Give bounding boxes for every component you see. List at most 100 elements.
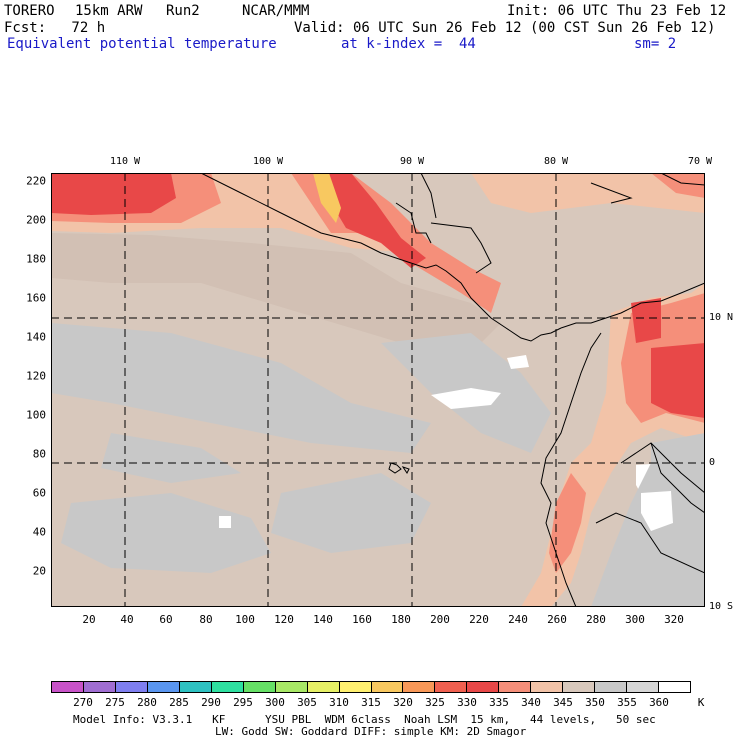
run-label: Run2	[166, 3, 200, 19]
colorbar-swatch	[531, 682, 564, 692]
colorbar-swatch	[307, 682, 340, 692]
white-patch-2	[507, 355, 529, 369]
colorbar-swatch	[147, 682, 180, 692]
white-patch-1	[431, 388, 501, 409]
org-label: NCAR/MMM	[242, 3, 310, 19]
x-tick: 40	[120, 613, 134, 626]
lon-label-90w: 90 W	[399, 156, 425, 167]
colorbar-label: 340	[521, 696, 541, 709]
cool-patch-2	[61, 493, 271, 573]
map-frame	[51, 173, 705, 607]
init-time: Init: 06 UTC Thu 23 Feb 12	[507, 3, 727, 19]
colorbar-label: 320	[393, 696, 413, 709]
x-tick: 300	[625, 613, 645, 626]
x-tick: 200	[430, 613, 450, 626]
colorbar-label: 330	[457, 696, 477, 709]
colorbar-swatch	[52, 682, 84, 692]
x-tick: 160	[352, 613, 372, 626]
y-tick: 180	[26, 252, 46, 266]
colorbar-label: 335	[489, 696, 509, 709]
lon-label-110w: 110 W	[109, 156, 141, 167]
lon-label-70w: 70 W	[687, 156, 713, 167]
hot-south-america-core	[651, 343, 705, 418]
colorbar-unit: K	[697, 696, 705, 709]
field-band-north	[51, 233, 501, 353]
x-tick: 80	[199, 613, 213, 626]
x-tick: 20	[82, 613, 96, 626]
colorbar-label: 350	[585, 696, 605, 709]
forecast-hour: Fcst: 72 h	[4, 20, 106, 36]
lat-label-10n: 10 N	[709, 312, 734, 323]
colorbar-label: 270	[73, 696, 93, 709]
latlon-grid	[51, 173, 705, 607]
colorbar-swatch	[403, 682, 436, 692]
valid-time: Valid: 06 UTC Sun 26 Feb 12 (00 CST Sun …	[294, 20, 716, 36]
colorbar-label: 325	[425, 696, 445, 709]
colorbar-swatch	[563, 682, 596, 692]
model-name: TORERO	[4, 3, 55, 19]
lon-label-80w: 80 W	[543, 156, 569, 167]
y-tick: 80	[32, 447, 46, 461]
white-amazon	[641, 491, 673, 531]
y-tick: 220	[26, 174, 46, 188]
y-tick: 120	[26, 369, 46, 383]
colorbar-swatch	[467, 682, 500, 692]
x-tick: 220	[469, 613, 489, 626]
colorbar-label: 360	[649, 696, 669, 709]
white-patch-3	[219, 516, 231, 528]
level-label: at k-index = 44	[341, 36, 476, 52]
colorbar-label: 315	[361, 696, 381, 709]
colorbar-swatch	[275, 682, 308, 692]
y-tick: 40	[32, 525, 46, 539]
x-tick: 180	[391, 613, 411, 626]
physics-info: LW: Godd SW: Goddard DIFF: simple KM: 2D…	[215, 725, 527, 738]
cool-patch-1	[51, 323, 431, 453]
lat-label-0: 0	[709, 457, 716, 468]
colorbar-swatch	[115, 682, 148, 692]
colorbar-label: 280	[137, 696, 157, 709]
warm-caribbean	[471, 173, 705, 213]
theta-e-map	[51, 173, 705, 607]
x-tick: 260	[547, 613, 567, 626]
y-tick: 20	[32, 564, 46, 578]
colorbar-label: 355	[617, 696, 637, 709]
colorbar-swatch	[595, 682, 628, 692]
x-tick: 240	[508, 613, 528, 626]
lat-label-10s: 10 S	[709, 601, 734, 612]
field-name: Equivalent potential temperature	[7, 36, 277, 52]
hot-andes-north	[631, 298, 661, 343]
colorbar-swatch	[339, 682, 372, 692]
colorbar-swatch	[83, 682, 116, 692]
coastlines	[200, 173, 705, 607]
colorbar	[51, 681, 691, 693]
x-tick: 120	[274, 613, 294, 626]
colorbar-swatch	[211, 682, 244, 692]
y-tick: 160	[26, 291, 46, 305]
cool-patch-4	[271, 473, 431, 553]
colorbar-swatch	[243, 682, 276, 692]
smoothing-label: sm= 2	[634, 36, 677, 52]
y-tick: 100	[26, 408, 46, 422]
warm-peru-coast	[549, 473, 586, 573]
y-tick: 200	[26, 213, 46, 227]
colorbar-label: 295	[233, 696, 253, 709]
x-tick: 320	[664, 613, 684, 626]
model-resolution: 15km ARW	[75, 3, 143, 19]
colorbar-swatch	[179, 682, 212, 692]
colorbar-swatch	[499, 682, 532, 692]
colorbar-label: 345	[553, 696, 573, 709]
colorbar-swatch	[371, 682, 404, 692]
colorbar-label: 305	[297, 696, 317, 709]
x-tick: 140	[313, 613, 333, 626]
x-tick: 60	[159, 613, 173, 626]
hot-band-north	[51, 173, 176, 215]
y-tick: 140	[26, 330, 46, 344]
colorbar-label: 310	[329, 696, 349, 709]
y-tick: 60	[32, 486, 46, 500]
x-tick: 100	[235, 613, 255, 626]
model-info: Model Info: V3.3.1 KF YSU PBL WDM 6class…	[73, 713, 656, 726]
hot-central-am	[316, 173, 426, 268]
colorbar-swatch	[435, 682, 468, 692]
yellow-patch	[313, 173, 341, 223]
colorbar-swatch	[659, 682, 691, 692]
